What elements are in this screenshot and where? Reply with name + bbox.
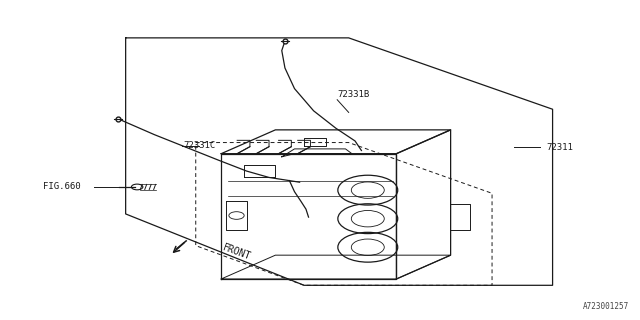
Text: 72331C: 72331C xyxy=(183,141,215,150)
Text: 72311: 72311 xyxy=(546,143,573,152)
Text: 72331B: 72331B xyxy=(338,91,370,100)
Text: FIG.660: FIG.660 xyxy=(43,182,81,191)
Text: A723001257: A723001257 xyxy=(583,302,629,311)
Text: FRONT: FRONT xyxy=(221,242,252,262)
